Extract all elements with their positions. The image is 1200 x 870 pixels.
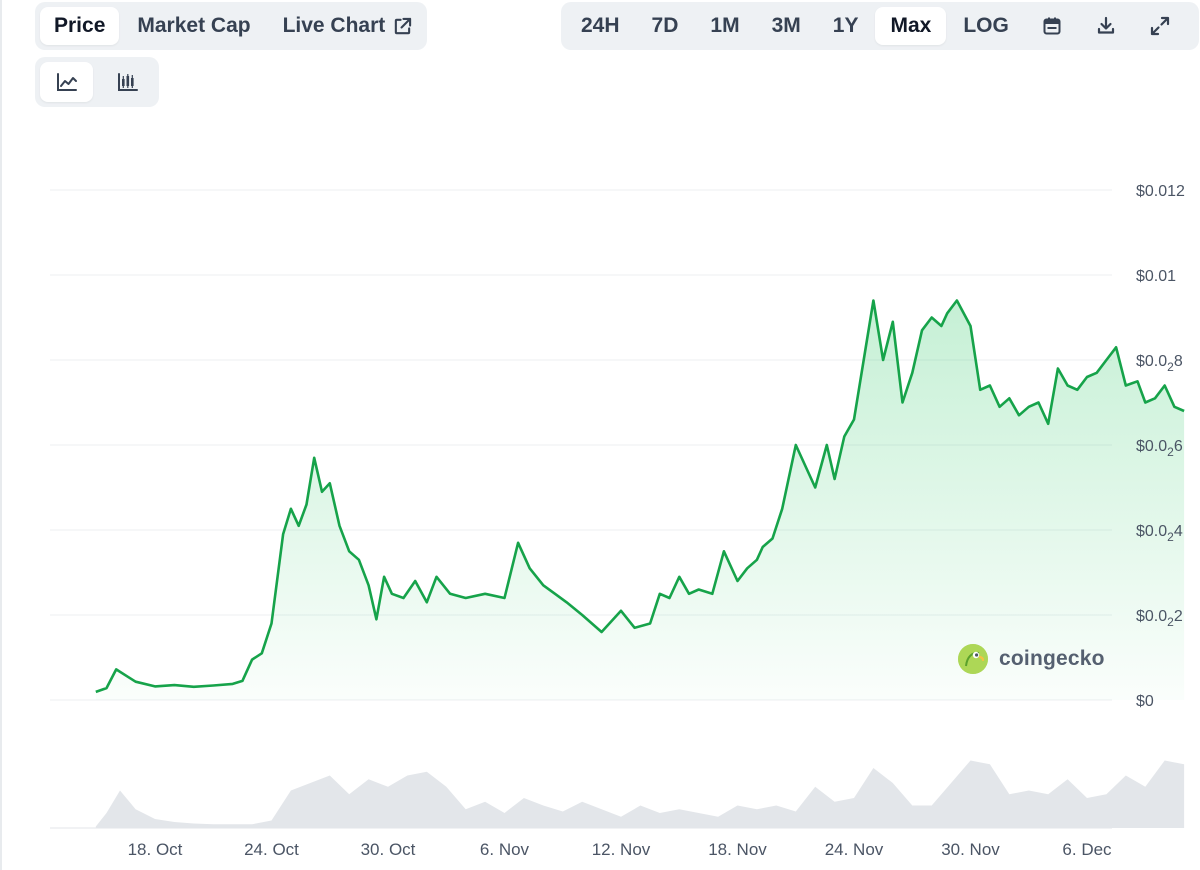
chart-view-tabs: Price Market Cap Live Chart <box>35 2 427 50</box>
download-icon <box>1096 16 1116 36</box>
x-tick-label: 12. Nov <box>592 840 651 859</box>
x-tick-label: 6. Nov <box>480 840 530 859</box>
calendar-icon <box>1042 16 1062 36</box>
y-tick-label: $0.01 <box>1136 268 1176 285</box>
x-tick-label: 30. Oct <box>361 840 416 859</box>
price-line <box>95 299 1185 694</box>
y-tick-label: $0 <box>1136 693 1154 710</box>
tab-live-chart-label: Live Chart <box>282 14 386 37</box>
range-3m-button[interactable]: 3M <box>771 14 801 37</box>
fullscreen-button[interactable] <box>1134 6 1186 46</box>
y-tick-label: $0.024 <box>1136 523 1183 544</box>
y-tick-label: $0.028 <box>1136 353 1183 374</box>
x-tick-label: 30. Nov <box>941 840 1000 859</box>
line-chart-button[interactable] <box>40 62 93 102</box>
candlestick-chart-button[interactable] <box>101 62 154 102</box>
coingecko-watermark: coingecko <box>957 643 1105 675</box>
x-tick-label: 24. Oct <box>244 840 299 859</box>
date-picker-button[interactable] <box>1026 6 1078 46</box>
fullscreen-icon <box>1149 15 1171 37</box>
range-1y-button[interactable]: 1Y <box>832 14 859 37</box>
x-tick-label: 18. Nov <box>708 840 767 859</box>
volume-area <box>95 760 1185 828</box>
tab-price[interactable]: Price <box>40 7 120 45</box>
line-chart-icon <box>56 72 78 92</box>
download-button[interactable] <box>1080 6 1132 46</box>
price-area-fill <box>95 300 1185 700</box>
log-scale-button[interactable]: LOG <box>963 14 1009 37</box>
range-1m-button[interactable]: 1M <box>710 14 740 37</box>
range-24h-button[interactable]: 24H <box>581 14 620 37</box>
coingecko-logo-icon <box>957 643 989 675</box>
tab-live-chart[interactable]: Live Chart <box>269 7 427 45</box>
coingecko-brand-text: coingecko <box>999 647 1105 670</box>
external-link-icon <box>393 17 412 36</box>
y-tick-label: $0.012 <box>1136 183 1185 200</box>
x-tick-label: 18. Oct <box>128 840 183 859</box>
range-7d-button[interactable]: 7D <box>651 14 679 37</box>
x-tick-label: 6. Dec <box>1062 840 1112 859</box>
x-tick-label: 24. Nov <box>825 840 884 859</box>
y-tick-label: $0.026 <box>1136 438 1183 459</box>
time-range-controls: 24H 7D 1M 3M 1Y Max LOG <box>561 2 1199 50</box>
candlestick-chart-icon <box>117 72 139 92</box>
range-max-button[interactable]: Max <box>875 7 947 45</box>
tab-market-cap[interactable]: Market Cap <box>137 14 251 37</box>
panel-left-border <box>0 0 2 870</box>
y-tick-label: $0.022 <box>1136 608 1183 629</box>
chart-type-toggle <box>35 57 159 107</box>
